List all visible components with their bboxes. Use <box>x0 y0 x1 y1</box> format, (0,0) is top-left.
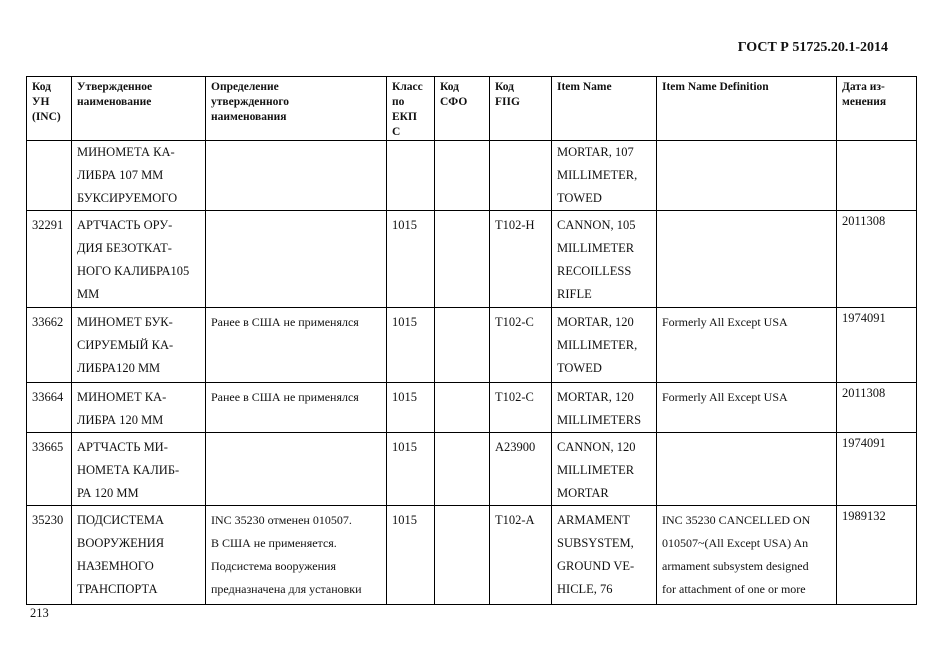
cell-definition <box>205 210 387 308</box>
cell-date <box>836 140 917 211</box>
cell-sfo <box>434 505 490 605</box>
cell-sfo <box>434 382 490 433</box>
column-header: Item Name Definition <box>656 76 837 141</box>
document-title: ГОСТ Р 51725.20.1-2014 <box>737 40 888 55</box>
cell-name: ПОДСИСТЕМА ВООРУЖЕНИЯ НАЗЕМНОГО ТРАНСПОР… <box>71 505 206 605</box>
cell-item-name: CANNON, 120 MILLIMETER MORTAR <box>551 432 657 506</box>
cell-inc: 35230 <box>26 505 72 605</box>
cell-date: 1989132 <box>836 505 917 605</box>
page-number: 213 <box>30 606 49 620</box>
cell-date: 1974091 <box>836 307 917 383</box>
cell-item-def <box>656 210 837 308</box>
cell-date: 1974091 <box>836 432 917 506</box>
cell-name: МИНОМЕТ БУК- СИРУЕМЫЙ КА- ЛИБРА120 ММ <box>71 307 206 383</box>
cell-inc: 32291 <box>26 210 72 308</box>
cell-name: АРТЧАСТЬ МИ- НОМЕТА КАЛИБ- РА 120 ММ <box>71 432 206 506</box>
inc-table: Код УН (INC) Утвержденное наименование Опр… <box>26 76 917 605</box>
cell-fiig: T102-H <box>489 210 552 308</box>
cell-class: 1015 <box>386 432 435 506</box>
cell-definition: INC 35230 отменен 010507. В США не приме… <box>205 505 387 605</box>
cell-definition <box>205 140 387 211</box>
cell-date: 2011308 <box>836 382 917 433</box>
table-header-row: Код УН (INC) Утвержденное наименование Опр… <box>26 76 917 141</box>
cell-sfo <box>434 432 490 506</box>
cell-inc <box>26 140 72 211</box>
cell-definition: Ранее в США не применялся <box>205 382 387 433</box>
cell-name: АРТЧАСТЬ ОРУ- ДИЯ БЕЗОТКАТ- НОГО КАЛИБРА… <box>71 210 206 308</box>
cell-name: МИНОМЕТА КА- ЛИБРА 107 ММ БУКСИРУЕМОГО <box>71 140 206 211</box>
cell-inc: 33664 <box>26 382 72 433</box>
table-row: 33662 МИНОМЕТ БУК- СИРУЕМЫЙ КА- ЛИБРА120 … <box>26 307 917 383</box>
cell-item-name: MORTAR, 120 MILLIMETERS <box>551 382 657 433</box>
cell-definition: Ранее в США не применялся <box>205 307 387 383</box>
cell-item-def: Formerly All Except USA <box>656 307 837 383</box>
cell-class: 1015 <box>386 505 435 605</box>
cell-item-name: ARMAMENT SUBSYSTEM, GROUND VE- HICLE, 76 <box>551 505 657 605</box>
column-header: Код УН (INC) <box>26 76 72 141</box>
cell-item-def <box>656 140 837 211</box>
cell-fiig: T102-A <box>489 505 552 605</box>
cell-fiig: A23900 <box>489 432 552 506</box>
column-header: Item Name <box>551 76 657 141</box>
column-header: Определение утвержденного наименования <box>205 76 387 141</box>
cell-sfo <box>434 140 490 211</box>
cell-sfo <box>434 210 490 308</box>
cell-date: 2011308 <box>836 210 917 308</box>
cell-name: МИНОМЕТ КА- ЛИБРА 120 ММ <box>71 382 206 433</box>
column-header: Код FIIG <box>489 76 552 141</box>
cell-fiig: T102-C <box>489 307 552 383</box>
column-header: Утвержденное наименование <box>71 76 206 141</box>
table-row: МИНОМЕТА КА- ЛИБРА 107 ММ БУКСИРУЕМОГО MO… <box>26 140 917 211</box>
cell-class: 1015 <box>386 307 435 383</box>
cell-class: 1015 <box>386 210 435 308</box>
cell-item-def: Formerly All Except USA <box>656 382 837 433</box>
cell-class <box>386 140 435 211</box>
cell-definition <box>205 432 387 506</box>
table-row: 33665 АРТЧАСТЬ МИ- НОМЕТА КАЛИБ- РА 120 М… <box>26 432 917 506</box>
cell-item-name: MORTAR, 107 MILLIMETER, TOWED <box>551 140 657 211</box>
cell-item-name: MORTAR, 120 MILLIMETER, TOWED <box>551 307 657 383</box>
column-header: Код СФО <box>434 76 490 141</box>
cell-sfo <box>434 307 490 383</box>
cell-inc: 33665 <box>26 432 72 506</box>
cell-item-name: CANNON, 105 MILLIMETER RECOILLESS RIFLE <box>551 210 657 308</box>
table-row: 35230 ПОДСИСТЕМА ВООРУЖЕНИЯ НАЗЕМНОГО ТРА… <box>26 505 917 605</box>
cell-inc: 33662 <box>26 307 72 383</box>
cell-item-def <box>656 432 837 506</box>
table-row: 32291 АРТЧАСТЬ ОРУ- ДИЯ БЕЗОТКАТ- НОГО КА… <box>26 210 917 308</box>
cell-item-def: INC 35230 CANCELLED ON 010507~(All Excep… <box>656 505 837 605</box>
cell-fiig: T102-C <box>489 382 552 433</box>
column-header: Дата из- менения <box>836 76 917 141</box>
cell-class: 1015 <box>386 382 435 433</box>
table-row: 33664 МИНОМЕТ КА- ЛИБРА 120 ММ Ранее в США… <box>26 382 917 433</box>
cell-fiig <box>489 140 552 211</box>
column-header: Класс по ЕКП С <box>386 76 435 141</box>
